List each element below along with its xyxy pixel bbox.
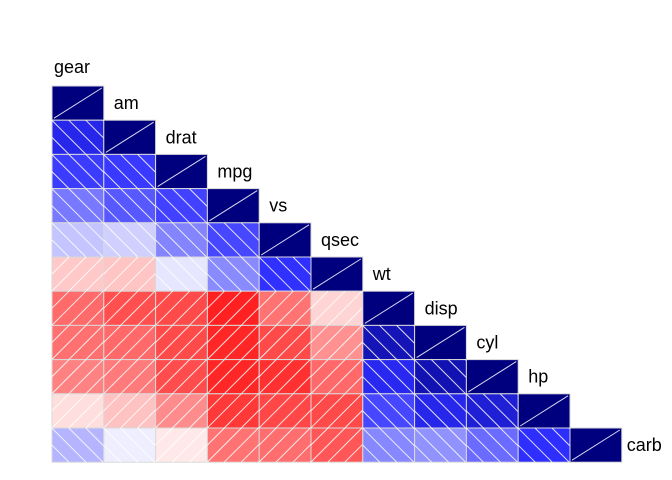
cell-wt-wt (362, 290, 416, 326)
cell-qsec-am (103, 256, 157, 292)
cell-qsec-qsec (310, 256, 364, 292)
cell-hp-cyl (465, 393, 519, 429)
cell-wt-vs (258, 290, 312, 326)
cell-qsec-drat (155, 256, 208, 292)
cell-gear-gear (51, 85, 105, 121)
cell-carb-hp (517, 427, 571, 463)
cell-carb-carb (569, 427, 623, 463)
cell-qsec-vs (258, 256, 312, 292)
cell-hp-drat (155, 393, 208, 429)
cell-qsec-gear (51, 256, 105, 292)
cell-carb-qsec (310, 427, 364, 463)
variable-label-drat: drat (166, 127, 197, 147)
cell-am-am (103, 119, 157, 155)
cell-disp-mpg (206, 324, 260, 361)
cell-vs-drat (155, 222, 208, 258)
cell-wt-gear (51, 290, 105, 326)
cell-carb-gear (51, 427, 105, 463)
cell-disp-qsec (310, 324, 364, 361)
cell-am-gear (51, 119, 105, 155)
cell-hp-qsec (310, 393, 364, 429)
variable-label-hp: hp (528, 367, 548, 387)
cell-hp-disp (414, 393, 467, 429)
cell-cyl-disp (414, 359, 467, 395)
cell-drat-am (103, 153, 157, 190)
cell-cyl-vs (258, 359, 312, 395)
cell-drat-gear (51, 153, 105, 190)
cell-disp-gear (51, 324, 105, 361)
cell-hp-hp (517, 393, 571, 429)
variable-label-carb: carb (627, 435, 662, 455)
cell-carb-wt (362, 427, 416, 463)
cell-carb-disp (414, 427, 467, 463)
cell-cyl-gear (51, 359, 105, 395)
cell-carb-drat (155, 427, 208, 463)
cell-carb-am (103, 427, 157, 463)
cell-hp-vs (258, 393, 312, 429)
cell-disp-drat (155, 324, 208, 361)
cell-disp-disp (414, 324, 467, 361)
cell-wt-qsec (310, 290, 364, 326)
cell-mpg-mpg (206, 188, 260, 224)
cell-disp-wt (362, 324, 416, 361)
cell-wt-mpg (206, 290, 260, 326)
variable-label-mpg: mpg (217, 162, 252, 182)
cell-vs-gear (51, 222, 105, 258)
cell-cyl-qsec (310, 359, 364, 395)
cell-wt-am (103, 290, 157, 326)
cell-carb-vs (258, 427, 312, 463)
cell-cyl-am (103, 359, 157, 395)
cell-vs-am (103, 222, 157, 258)
variable-label-disp: disp (425, 298, 458, 318)
cell-disp-vs (258, 324, 312, 361)
variable-label-am: am (114, 93, 139, 113)
cell-cyl-wt (362, 359, 416, 395)
cell-qsec-mpg (206, 256, 260, 292)
correlation-cells (51, 85, 623, 463)
variable-label-cyl: cyl (476, 333, 498, 353)
variable-label-gear: gear (54, 57, 90, 77)
variable-label-qsec: qsec (321, 230, 359, 250)
cell-hp-am (103, 393, 157, 429)
cell-mpg-am (103, 188, 157, 224)
variable-label-vs: vs (269, 196, 287, 216)
cell-hp-wt (362, 393, 416, 429)
cell-vs-vs (258, 222, 312, 258)
cell-hp-gear (51, 393, 105, 429)
cell-cyl-cyl (465, 359, 519, 395)
variable-label-wt: wt (372, 264, 391, 284)
cell-mpg-drat (155, 188, 208, 224)
cell-drat-drat (155, 153, 208, 190)
cell-cyl-mpg (206, 359, 260, 395)
cell-carb-mpg (206, 427, 260, 463)
cell-disp-am (103, 324, 157, 361)
cell-vs-mpg (206, 222, 260, 258)
cell-cyl-drat (155, 359, 208, 395)
cell-mpg-gear (51, 188, 105, 224)
cell-wt-drat (155, 290, 208, 326)
cell-carb-cyl (465, 427, 519, 463)
cell-hp-mpg (206, 393, 260, 429)
